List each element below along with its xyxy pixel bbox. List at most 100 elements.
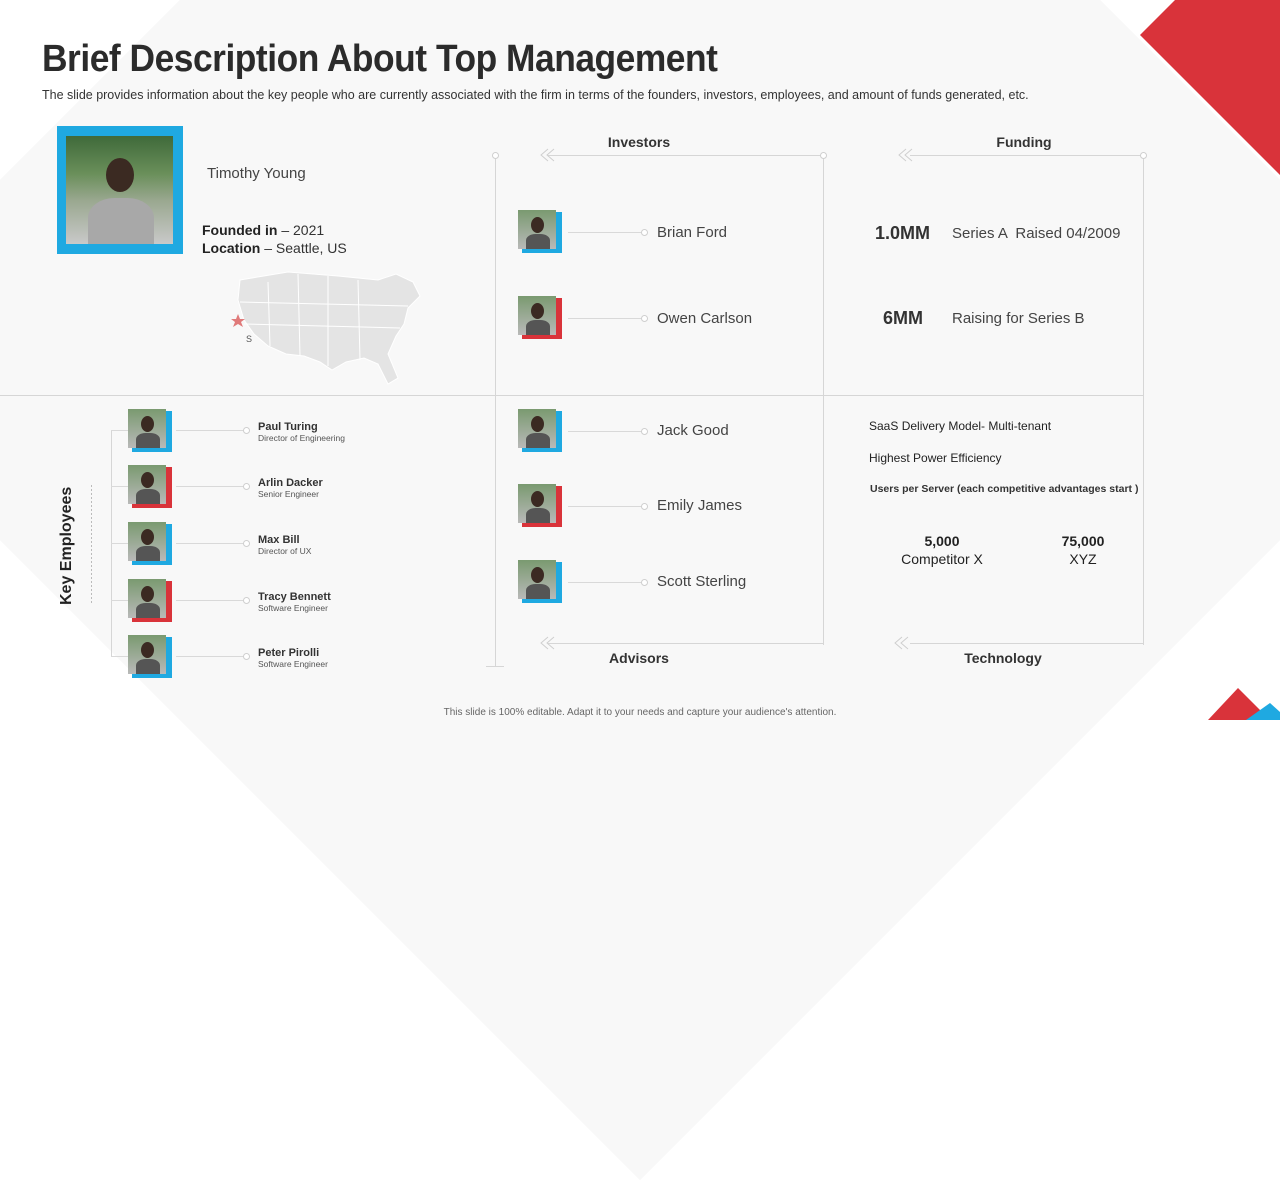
tech-line-1: SaaS Delivery Model- Multi-tenant [869,419,1052,433]
page-subtitle: The slide provides information about the… [42,88,1029,102]
employee-role: Director of Engineering [258,433,345,443]
red-corner-top [1140,0,1280,175]
connector-dot [641,428,648,435]
funding-top-line [910,155,1143,156]
advisor-avatar [518,484,562,527]
founder-photo [66,136,173,244]
investors-heading: Investors [607,134,671,150]
employee-name: Paul Turing [258,421,318,433]
tree-branch [111,656,129,657]
grid-dot [820,152,827,159]
connector-dot [641,579,648,586]
employee-avatar [128,522,172,565]
advisors-bottom-line [548,643,823,644]
divider-horizontal [0,395,1143,396]
red-corner-bottom [1208,688,1270,720]
founder-name: Timothy Young [207,165,306,182]
tree-branch [111,543,129,544]
founded-value: – 2021 [277,222,325,238]
connector-dot [641,229,648,236]
connector-line [568,431,644,432]
connector-dot [243,427,250,434]
divider-mid-vertical [823,155,824,645]
employees-label-rule [91,485,92,605]
founded-label: Founded in [202,222,278,238]
tech-line-2: Highest Power Efficiency [869,451,1002,465]
connector-line [568,232,644,233]
advisors-chevron-icon [540,636,555,650]
connector-dot [243,540,250,547]
funding-amount-1: 1.0MM [875,223,931,243]
connector-line [176,543,246,544]
advisor-avatar [518,560,562,603]
investors-chevron-icon [540,148,555,162]
funding-chevron-icon [898,148,913,162]
grid-dot [1140,152,1147,159]
svg-text:S: S [246,334,252,344]
investor-name: Brian Ford [657,224,728,241]
investor-avatar [518,296,562,339]
connector-dot [243,483,250,490]
page-title: Brief Description About Top Management [42,38,718,80]
technology-bottom-line [910,643,1143,644]
connector-dot [243,597,250,604]
connector-dot [641,503,648,510]
employee-name: Peter Pirolli [258,647,320,659]
employee-name: Arlin Dacker [258,477,323,489]
funding-amount-2: 6MM [883,308,923,328]
connector-line [176,656,246,657]
connector-line [568,582,644,583]
advisor-avatar [518,409,562,452]
investors-top-line [548,155,823,156]
stat-value-2: 75,000 [1061,533,1105,549]
advisor-name: Scott Sterling [657,573,747,590]
funding-text-2: Raising for Series B [952,310,1085,327]
blue-corner-bottom [1246,703,1280,720]
connector-line [176,486,246,487]
employee-avatar [128,635,172,678]
grid-dot [492,152,499,159]
key-employees-heading: Key Employees [58,486,75,605]
tree-branch [111,430,129,431]
connector-line [568,318,644,319]
location-value: – Seattle, US [260,240,347,256]
stat-label-2: XYZ [1069,551,1097,567]
tree-branch [111,486,129,487]
connector-line [176,600,246,601]
stat-value-1: 5,000 [924,533,960,549]
tree-branch [111,600,129,601]
investor-name: Owen Carlson [657,310,753,327]
tech-line-3: Users per Server (each competitive advan… [870,483,1139,495]
connector-dot [243,653,250,660]
advisor-name: Emily James [657,497,743,514]
divider-left-vertical [495,155,496,667]
employee-role: Software Engineer [258,659,328,669]
location-label: Location [202,240,261,256]
advisor-name: Jack Good [657,422,729,439]
technology-heading: Technology [964,650,1042,666]
connector-dot [641,315,648,322]
decor-layer [1140,0,1280,720]
us-map: S [231,271,421,385]
investor-avatar [518,210,562,253]
employee-role: Director of UX [258,546,312,556]
advisors-heading: Advisors [609,650,669,666]
employee-role: Senior Engineer [258,489,319,499]
employee-avatar [128,579,172,622]
footer-note: This slide is 100% editable. Adapt it to… [443,707,837,718]
divider-right-vertical [1143,155,1144,645]
employee-avatar [128,409,172,452]
funding-text-1: Series A Raised 04/2009 [952,225,1121,242]
funding-heading: Funding [996,134,1052,150]
connector-line [176,430,246,431]
employee-name: Max Bill [258,534,300,546]
employee-role: Software Engineer [258,603,328,613]
axis-foot [486,666,504,667]
location-info: Location – Seattle, US [202,240,347,256]
employee-name: Tracy Bennett [258,591,331,603]
location-star-icon [231,314,245,327]
technology-chevron-icon [894,636,909,650]
connector-line [568,506,644,507]
founded-info: Founded in – 2021 [202,222,324,238]
stat-label-1: Competitor X [901,551,983,567]
